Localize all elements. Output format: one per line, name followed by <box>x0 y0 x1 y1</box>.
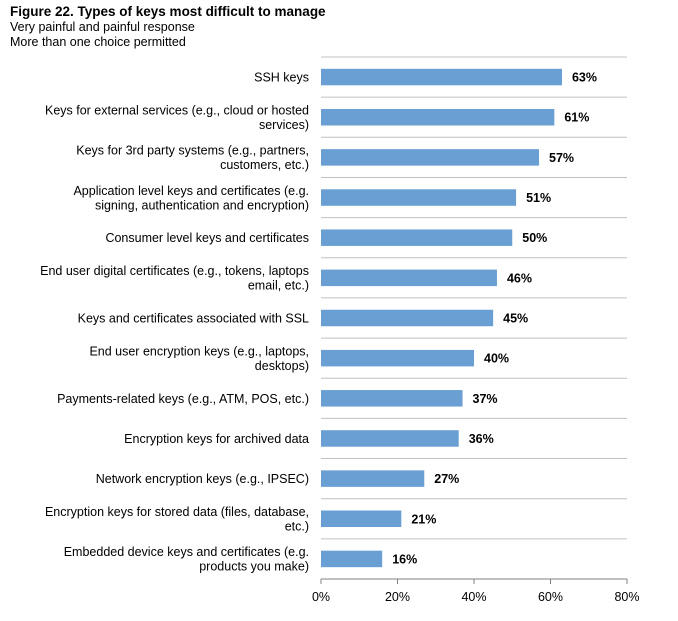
category-label: Consumer level keys and certificates <box>105 231 309 245</box>
category-label: Keys and certificates associated with SS… <box>78 312 309 326</box>
category-label: Embedded device keys and certificates (e… <box>64 545 309 574</box>
category-label: Encryption keys for stored data (files, … <box>45 505 309 534</box>
category-label: Application level keys and certificates … <box>73 184 309 213</box>
chart-subtitle-1: Very painful and painful response <box>10 20 195 34</box>
category-label-line: signing, authentication and encryption) <box>95 198 309 212</box>
x-tick-label: 40% <box>461 590 486 604</box>
category-label-line: Encryption keys for archived data <box>124 432 309 446</box>
category-label: End user digital certificates (e.g., tok… <box>40 264 309 293</box>
category-label-line: SSH keys <box>254 71 309 85</box>
category-label-line: products you make) <box>199 560 309 574</box>
category-label-line: End user digital certificates (e.g., tok… <box>40 264 309 278</box>
value-label: 51% <box>526 191 551 205</box>
bar <box>321 390 463 407</box>
category-label-line: Embedded device keys and certificates (e… <box>64 545 309 559</box>
x-tick-label: 20% <box>385 590 410 604</box>
bar <box>321 269 497 287</box>
value-label: 37% <box>473 392 498 406</box>
bar <box>321 349 474 367</box>
x-tick-label: 0% <box>312 590 330 604</box>
category-label: Network encryption keys (e.g., IPSEC) <box>96 472 309 486</box>
value-label: 57% <box>549 151 574 165</box>
value-label: 45% <box>503 312 528 326</box>
chart-title: Figure 22. Types of keys most difficult … <box>10 4 326 19</box>
category-label-line: End user encryption keys (e.g., laptops, <box>89 344 309 358</box>
value-label: 50% <box>522 231 547 245</box>
category-label-line: Payments-related keys (e.g., ATM, POS, e… <box>57 392 309 406</box>
bar <box>321 550 383 568</box>
category-label: Encryption keys for archived data <box>124 432 309 446</box>
chart-subtitle-2: More than one choice permitted <box>10 35 186 49</box>
value-label: 63% <box>572 71 597 85</box>
x-tick-label: 60% <box>538 590 563 604</box>
bar <box>321 510 402 528</box>
value-label: 40% <box>484 352 509 366</box>
bar <box>321 149 540 166</box>
category-label: Keys for external services (e.g., cloud … <box>45 103 309 132</box>
value-label: 61% <box>564 111 589 125</box>
category-label: Payments-related keys (e.g., ATM, POS, e… <box>57 392 309 406</box>
category-label-line: Network encryption keys (e.g., IPSEC) <box>96 472 309 486</box>
grid-layer <box>321 56 627 540</box>
bar <box>321 229 513 246</box>
category-label-line: Keys for 3rd party systems (e.g., partne… <box>76 144 309 158</box>
category-label-line: Keys for external services (e.g., cloud … <box>45 103 309 117</box>
label-layer: 63% SSH keys 61% Keys for external services… <box>40 71 597 574</box>
value-label: 27% <box>434 472 459 486</box>
value-label: 46% <box>507 271 532 285</box>
category-label-line: Application level keys and certificates … <box>73 184 309 198</box>
category-label-line: etc.) <box>285 520 309 534</box>
bar-layer <box>321 68 562 568</box>
category-label: End user encryption keys (e.g., laptops,… <box>89 344 309 373</box>
bar <box>321 309 494 327</box>
axis-layer: 0% 20% 40% 60% 80% <box>312 578 640 604</box>
category-label-line: Keys and certificates associated with SS… <box>78 312 309 326</box>
value-label: 21% <box>411 512 436 526</box>
category-label-line: desktops) <box>255 359 309 373</box>
bar <box>321 430 459 447</box>
bar <box>321 470 425 487</box>
value-label: 36% <box>469 432 494 446</box>
category-label: Keys for 3rd party systems (e.g., partne… <box>76 144 309 173</box>
bar <box>321 189 517 206</box>
bar <box>321 68 562 86</box>
category-label: SSH keys <box>254 71 309 85</box>
category-label-line: Encryption keys for stored data (files, … <box>45 505 309 519</box>
category-label-line: customers, etc.) <box>220 158 309 172</box>
category-label-line: email, etc.) <box>248 279 309 293</box>
category-label-line: Consumer level keys and certificates <box>105 231 309 245</box>
category-label-line: services) <box>259 118 309 132</box>
bar <box>321 108 555 126</box>
x-tick-label: 80% <box>614 590 639 604</box>
value-label: 16% <box>392 552 417 566</box>
